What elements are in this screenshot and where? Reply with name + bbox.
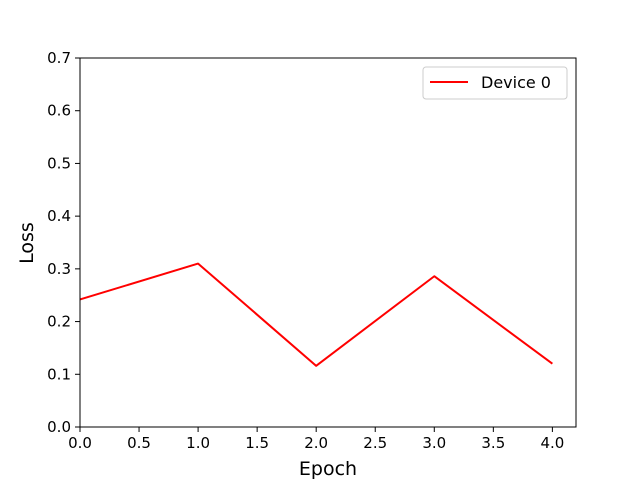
plot-area xyxy=(79,262,553,367)
y-axis-label: Loss xyxy=(16,222,38,264)
y-tick-label: 0.0 xyxy=(47,418,71,436)
y-tick-label: 0.2 xyxy=(47,313,71,331)
y-tick-label: 0.5 xyxy=(47,154,71,172)
x-tick-label: 0.5 xyxy=(127,434,151,452)
legend: Device 0 xyxy=(422,66,568,100)
series-line-device-0 xyxy=(79,262,553,367)
y-tick-label: 0.3 xyxy=(47,260,71,278)
x-tick-label: 2.0 xyxy=(304,434,328,452)
y-axis: 0.0 0.1 0.2 0.3 0.4 0.5 0.6 0.7 xyxy=(47,49,80,436)
x-tick-label: 4.0 xyxy=(540,434,564,452)
x-axis: 0.0 0.5 1.0 1.5 2.0 2.5 3.0 3.5 4.0 xyxy=(68,427,564,452)
x-tick-label: 1.0 xyxy=(186,434,210,452)
x-axis-label: Epoch xyxy=(299,458,357,480)
y-tick-label: 0.4 xyxy=(47,207,71,225)
x-tick-label: 3.0 xyxy=(422,434,446,452)
y-tick-label: 0.1 xyxy=(47,365,71,383)
y-tick-label: 0.7 xyxy=(47,49,71,67)
legend-label-device-0: Device 0 xyxy=(481,73,551,92)
x-tick-label: 0.0 xyxy=(68,434,92,452)
x-tick-label: 3.5 xyxy=(481,434,505,452)
x-tick-label: 1.5 xyxy=(245,434,269,452)
legend-box xyxy=(422,66,568,100)
y-tick-label: 0.6 xyxy=(47,102,71,120)
x-tick-label: 2.5 xyxy=(363,434,387,452)
axes-frame xyxy=(79,57,577,428)
